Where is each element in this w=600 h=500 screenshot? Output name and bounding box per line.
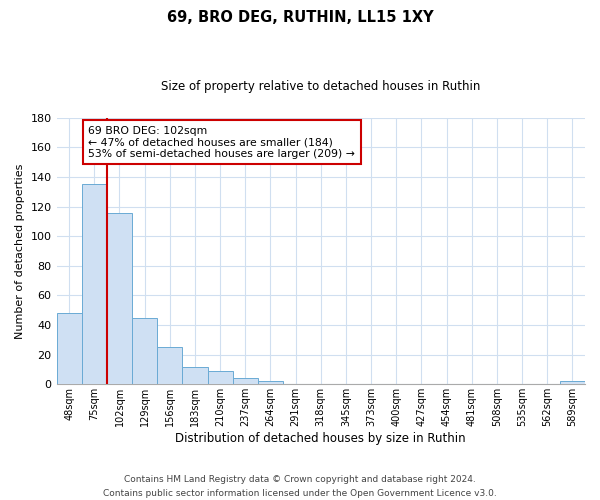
Bar — [132, 318, 157, 384]
Bar — [233, 378, 258, 384]
Bar — [56, 313, 82, 384]
Bar — [107, 212, 132, 384]
Bar — [208, 371, 233, 384]
Y-axis label: Number of detached properties: Number of detached properties — [15, 164, 25, 338]
Bar — [157, 348, 182, 385]
Bar — [82, 184, 107, 384]
Text: 69, BRO DEG, RUTHIN, LL15 1XY: 69, BRO DEG, RUTHIN, LL15 1XY — [167, 10, 433, 25]
Text: Contains HM Land Registry data © Crown copyright and database right 2024.
Contai: Contains HM Land Registry data © Crown c… — [103, 476, 497, 498]
Bar — [560, 382, 585, 384]
Bar — [258, 382, 283, 384]
Text: 69 BRO DEG: 102sqm
← 47% of detached houses are smaller (184)
53% of semi-detach: 69 BRO DEG: 102sqm ← 47% of detached hou… — [88, 126, 355, 159]
Title: Size of property relative to detached houses in Ruthin: Size of property relative to detached ho… — [161, 80, 481, 93]
Bar — [182, 366, 208, 384]
X-axis label: Distribution of detached houses by size in Ruthin: Distribution of detached houses by size … — [175, 432, 466, 445]
